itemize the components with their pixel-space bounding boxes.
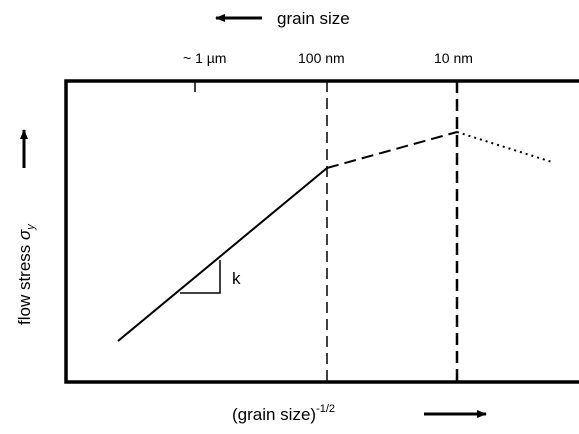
top-tick-label: ~ 1 µm	[183, 50, 226, 66]
hall-petch-line	[117, 167, 328, 342]
x-label: (grain size)-1/2	[232, 403, 335, 424]
dashed-segment	[326, 131, 458, 169]
y-label-text: flow stress	[15, 240, 34, 325]
slope-label: k	[232, 269, 241, 288]
top-label: grain size	[277, 9, 350, 28]
x-label-superscript: -1/2	[316, 403, 335, 415]
frame	[64, 79, 579, 384]
top-tick-label: 100 nm	[298, 50, 345, 66]
dotted-segment	[456, 131, 553, 163]
y-label-symbol: σ	[15, 229, 34, 240]
top-tick-label: 10 nm	[434, 50, 473, 66]
y-label-subscript: y	[25, 223, 37, 231]
x-label-text: (grain size)	[232, 405, 316, 424]
slope-triangle	[180, 260, 221, 294]
y-label: flow stress σy	[15, 223, 37, 325]
